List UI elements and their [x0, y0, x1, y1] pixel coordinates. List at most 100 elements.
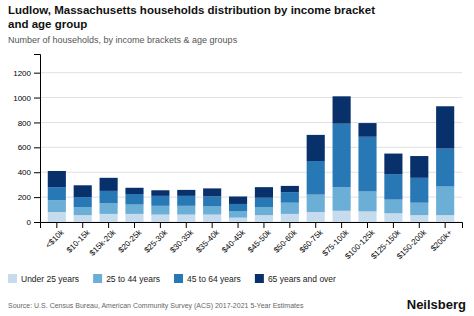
bar [358, 211, 376, 222]
tick-label: 800 [18, 119, 32, 128]
bar [436, 149, 454, 187]
bar [358, 123, 376, 137]
annotation: Neilsberg [407, 297, 466, 312]
legend-swatch [93, 274, 102, 283]
bar [203, 188, 221, 196]
tick-mark [56, 222, 57, 228]
bar [177, 206, 195, 215]
tick: 200 [18, 193, 40, 202]
tick: $30-35k [168, 222, 196, 255]
tick: 1200 [13, 69, 40, 78]
bar [100, 214, 118, 222]
bar [307, 161, 325, 195]
tick-mark [315, 222, 316, 228]
bar [255, 207, 273, 215]
bar [74, 197, 92, 207]
tick-label: $50-60k [272, 227, 300, 255]
bar [74, 207, 92, 215]
bar [384, 174, 402, 200]
tick-mark [34, 172, 40, 173]
tick-mark [108, 222, 109, 228]
bar [229, 204, 247, 211]
annotation: Source: U.S. Census Bureau, American Com… [8, 302, 304, 310]
bar [410, 178, 428, 203]
bar [255, 215, 273, 222]
bar [229, 211, 247, 217]
legend-label: 45 to 64 years [187, 274, 241, 284]
tick-mark [34, 122, 40, 123]
tick-mark [34, 98, 40, 99]
bar [203, 215, 221, 222]
axis-line [34, 55, 41, 223]
legend-swatch [8, 274, 17, 283]
legend-swatch [255, 274, 264, 283]
bar [125, 214, 143, 222]
bar [125, 194, 143, 205]
tick-label: $40-45k [220, 227, 248, 255]
bar [255, 198, 273, 207]
tick: $50-60k [272, 222, 300, 255]
bar [74, 215, 92, 222]
grid-line [40, 97, 462, 98]
tick: $15k-20k [88, 222, 118, 258]
tick-label: 200 [18, 193, 32, 202]
grid-line [40, 72, 462, 73]
tick: 600 [18, 143, 40, 152]
tick: $150-200k [395, 222, 429, 261]
bar [229, 196, 247, 203]
tick-label: 1000 [13, 94, 31, 103]
bar [100, 203, 118, 214]
tick-mark [419, 222, 420, 228]
bar [333, 96, 351, 123]
bar [333, 187, 351, 211]
tick: $45-50k [246, 222, 274, 255]
legend-item: 65 years and over [255, 274, 336, 284]
legend: Under 25 years 25 to 44 years 45 to 64 yea… [8, 274, 336, 284]
tick-mark [34, 197, 40, 198]
bar [151, 190, 169, 196]
tick-mark [134, 222, 135, 228]
legend-label: 25 to 44 years [106, 274, 160, 284]
bar [281, 214, 299, 222]
bar [125, 205, 143, 214]
tick-mark [289, 222, 290, 228]
tick-label: $30-35k [168, 227, 196, 255]
bar [229, 218, 247, 222]
bar-series [48, 96, 454, 204]
bar [281, 192, 299, 203]
bar [384, 213, 402, 222]
bar [307, 212, 325, 222]
tick-mark [212, 222, 213, 228]
tick-mark [445, 222, 446, 228]
chart: Ludlow, Massachusetts households distrib… [0, 0, 474, 316]
title: and age group [8, 18, 87, 30]
subtitle: Number of households, by income brackets… [8, 35, 238, 45]
plot: 020040060080010001200<$10k$10-15k$15k-20… [13, 55, 462, 262]
bar [333, 124, 351, 187]
tick: $200k+ [429, 222, 454, 253]
bars [48, 96, 454, 222]
bar [358, 192, 376, 212]
legend-item: Under 25 years [8, 274, 79, 284]
bar [436, 187, 454, 216]
axis-line [41, 223, 463, 229]
legend-label: 65 years and over [268, 274, 336, 284]
bar [410, 215, 428, 222]
tick-mark [82, 222, 83, 228]
tick-label: 0 [27, 218, 32, 227]
bar [151, 196, 169, 206]
tick-mark [186, 222, 187, 228]
bar [74, 185, 92, 197]
title: Ludlow, Massachusetts households distrib… [8, 4, 375, 16]
bar [48, 200, 66, 212]
legend-item: 25 to 44 years [93, 274, 160, 284]
x-axis: <$10k$10-15k$15k-20k$20-25k$25-30k$30-35… [41, 222, 463, 261]
legend-swatch [174, 274, 183, 283]
bar [281, 203, 299, 214]
bar [151, 206, 169, 215]
bar [177, 215, 195, 222]
tick: $25-30k [142, 222, 170, 255]
tick-label: $35-40k [194, 227, 222, 255]
bar [177, 190, 195, 196]
legend-label: Under 25 years [21, 274, 79, 284]
